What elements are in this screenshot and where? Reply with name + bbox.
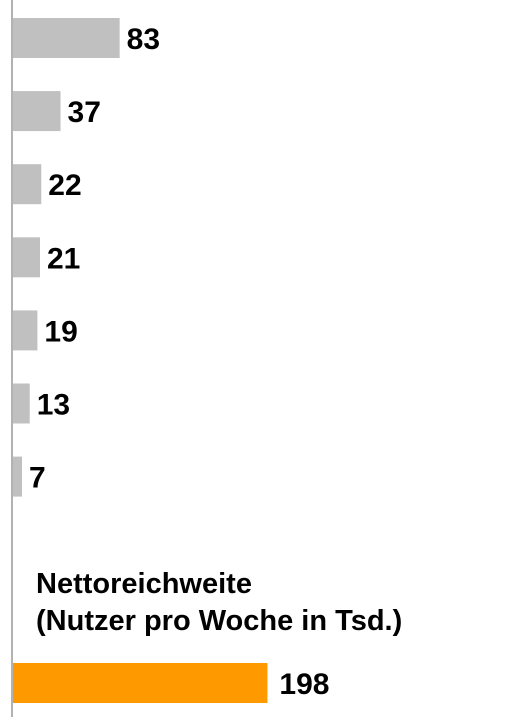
total-heading-line1: Nettoreichweite xyxy=(36,568,252,600)
bar-value-label: 13 xyxy=(37,389,70,422)
bar-value-label: 83 xyxy=(127,23,160,56)
total-bar xyxy=(13,663,268,703)
total-value-label: 198 xyxy=(279,668,329,701)
bar-value-label: 19 xyxy=(44,315,77,348)
total-bar-group: 198 xyxy=(13,663,329,703)
bar xyxy=(13,383,30,424)
bar xyxy=(13,456,22,497)
total-heading-line2: (Nutzer pro Woche in Tsd.) xyxy=(36,605,403,637)
bar-value-label: 21 xyxy=(47,242,80,275)
bar xyxy=(13,18,120,58)
bar xyxy=(13,91,61,132)
bar xyxy=(13,164,42,205)
bar xyxy=(13,237,40,278)
bar xyxy=(13,310,38,351)
bar-value-label: 37 xyxy=(68,96,101,129)
bar-value-label: 7 xyxy=(29,462,46,495)
total-heading: Nettoreichweite (Nutzer pro Woche in Tsd… xyxy=(36,566,402,640)
bar-value-label: 22 xyxy=(48,169,81,202)
bar-group: 83 37 22 21 19 13 7 xyxy=(13,18,160,497)
